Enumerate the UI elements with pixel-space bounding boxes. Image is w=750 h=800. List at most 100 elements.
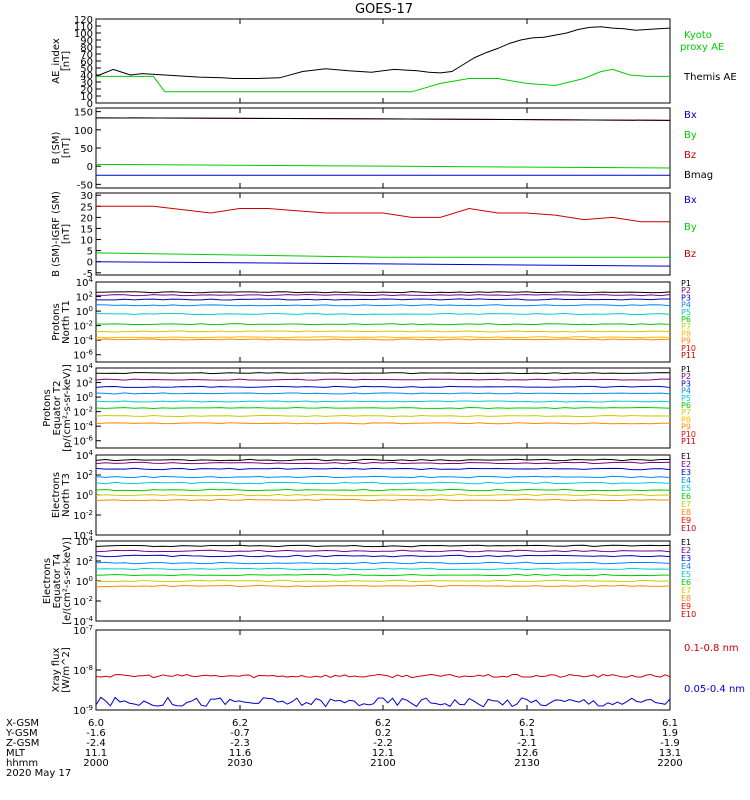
- y-axis-label: Protons: [42, 389, 53, 426]
- y-tick-label: 50: [80, 64, 93, 75]
- series-e7: [95, 579, 671, 583]
- y-tick-label: 10-6: [73, 435, 93, 448]
- legend-xray-short: 0.05-0.4 nm: [684, 684, 745, 695]
- legend-e7: E7: [681, 500, 691, 509]
- y-tick-label: 10-2: [73, 320, 93, 333]
- y-tick-label: 10-4: [73, 615, 93, 628]
- series-e1: [95, 458, 671, 462]
- x-axis-value: 2200: [657, 758, 682, 769]
- y-tick-label: 10: [80, 236, 93, 247]
- series-bz: [96, 205, 670, 223]
- legend-e3: E3: [681, 554, 691, 563]
- legend-p6: P6: [681, 401, 691, 410]
- legend-p2: P2: [681, 286, 691, 295]
- panel-frame: [95, 18, 671, 104]
- legend-themis-ae: Themis AE: [683, 72, 737, 83]
- y-tick-label: 70: [80, 50, 93, 61]
- y-tick-label: -50: [77, 180, 93, 191]
- legend-e8: E8: [681, 594, 691, 603]
- x-axis-value: -1.6: [86, 728, 106, 739]
- series-p4: [95, 392, 671, 395]
- y-tick-label: 20: [80, 213, 93, 224]
- y-tick-label: 100: [76, 305, 93, 318]
- legend-p4: P4: [681, 387, 691, 396]
- legend-e9: E9: [681, 602, 691, 611]
- legend-p7: P7: [681, 408, 691, 417]
- y-tick-label: -5: [83, 269, 93, 280]
- x-axis-row-label: Y-GSM: [5, 728, 38, 739]
- x-axis-value: 12.6: [516, 748, 538, 759]
- legend-e2: E2: [681, 460, 691, 469]
- x-axis-value: 0.2: [375, 728, 391, 739]
- series-p8: [95, 336, 671, 339]
- x-axis-value: 11.1: [85, 748, 107, 759]
- legend-bx: Bx: [684, 195, 697, 206]
- legend-kyoto-proxy-ae: Kyoto: [684, 30, 712, 41]
- y-tick-label: 10-6: [73, 349, 93, 362]
- series-e7: [95, 493, 671, 497]
- legend-kyoto-proxy-ae: proxy AE: [680, 42, 724, 53]
- legend-e5: E5: [681, 484, 691, 493]
- series-p1: [95, 291, 671, 294]
- series-bmag: [95, 117, 671, 121]
- x-axis-value: -1.9: [660, 738, 680, 749]
- series-p5: [95, 313, 671, 316]
- x-axis-value: -2.4: [86, 738, 106, 749]
- y-tick-label: 0: [87, 258, 93, 269]
- series-bx: [95, 261, 671, 267]
- y-axis-label: B (SM): [51, 131, 62, 164]
- legend-by: By: [684, 222, 697, 233]
- series-0-1-0-8-nm: [95, 673, 671, 679]
- legend-by: By: [684, 130, 697, 141]
- y-axis-label: Equator T4: [52, 554, 63, 609]
- series-e6: [95, 573, 671, 577]
- x-axis-value: -2.1: [517, 738, 537, 749]
- legend-p8: P8: [681, 329, 691, 338]
- legend-p2: P2: [681, 372, 691, 381]
- y-tick-label: 104: [76, 449, 94, 462]
- y-tick-label: 10-2: [73, 509, 93, 522]
- y-tick-label: 10-4: [73, 334, 93, 347]
- legend-e3: E3: [681, 468, 691, 477]
- legend-p8: P8: [681, 415, 691, 424]
- x-axis-row-label: MLT: [6, 748, 26, 759]
- y-tick-label: 120: [74, 15, 93, 26]
- y-tick-label: 10-4: [73, 529, 93, 542]
- x-axis-value: 1.1: [519, 728, 535, 739]
- series-p6: [95, 406, 671, 409]
- y-tick-label: 10-4: [73, 420, 93, 433]
- panel-electrons_t4: 104 102 100 10-2 10-4 Electrons Equator T4 [e/(…: [42, 535, 696, 628]
- y-tick-label: 102: [76, 291, 93, 304]
- series-by: [95, 163, 671, 169]
- x-axis-value: 6.0: [88, 718, 104, 729]
- legend-bmag: Bmag: [684, 170, 713, 181]
- x-axis-value: 2100: [370, 758, 395, 769]
- legend-p6: P6: [681, 315, 691, 324]
- series-kyoto-proxy-ae: [96, 68, 670, 93]
- y-tick-label: 100: [76, 489, 93, 502]
- series-e8: [95, 498, 671, 502]
- y-tick-label: 10-8: [73, 664, 93, 677]
- x-axis-value: 6.2: [519, 718, 535, 729]
- y-tick-label: 10-9: [73, 704, 93, 717]
- y-tick-label: 104: [76, 276, 94, 289]
- y-tick-label: 20: [80, 85, 93, 96]
- x-axis-value: 2000: [83, 758, 108, 769]
- series-e1: [95, 544, 671, 548]
- panel-electrons_t3: 104 102 100 10-2 10-4 Electrons North T3 E1E2E3…: [51, 449, 696, 542]
- y-tick-label: 30: [80, 191, 93, 202]
- y-tick-label: 40: [80, 71, 93, 82]
- y-tick-label: 10-2: [73, 406, 93, 419]
- series-0-05-0-4-nm: [95, 696, 671, 708]
- x-axis-row-label: X-GSM: [6, 718, 39, 729]
- series-p9: [95, 422, 671, 425]
- y-tick-label: 30: [80, 78, 93, 89]
- legend-p3: P3: [681, 379, 691, 388]
- y-axis-label: Electrons: [51, 472, 62, 518]
- series-p3: [95, 298, 671, 301]
- y-tick-label: 10-7: [73, 624, 93, 637]
- y-axis-label: Electrons: [42, 558, 53, 604]
- series-e5: [95, 481, 671, 485]
